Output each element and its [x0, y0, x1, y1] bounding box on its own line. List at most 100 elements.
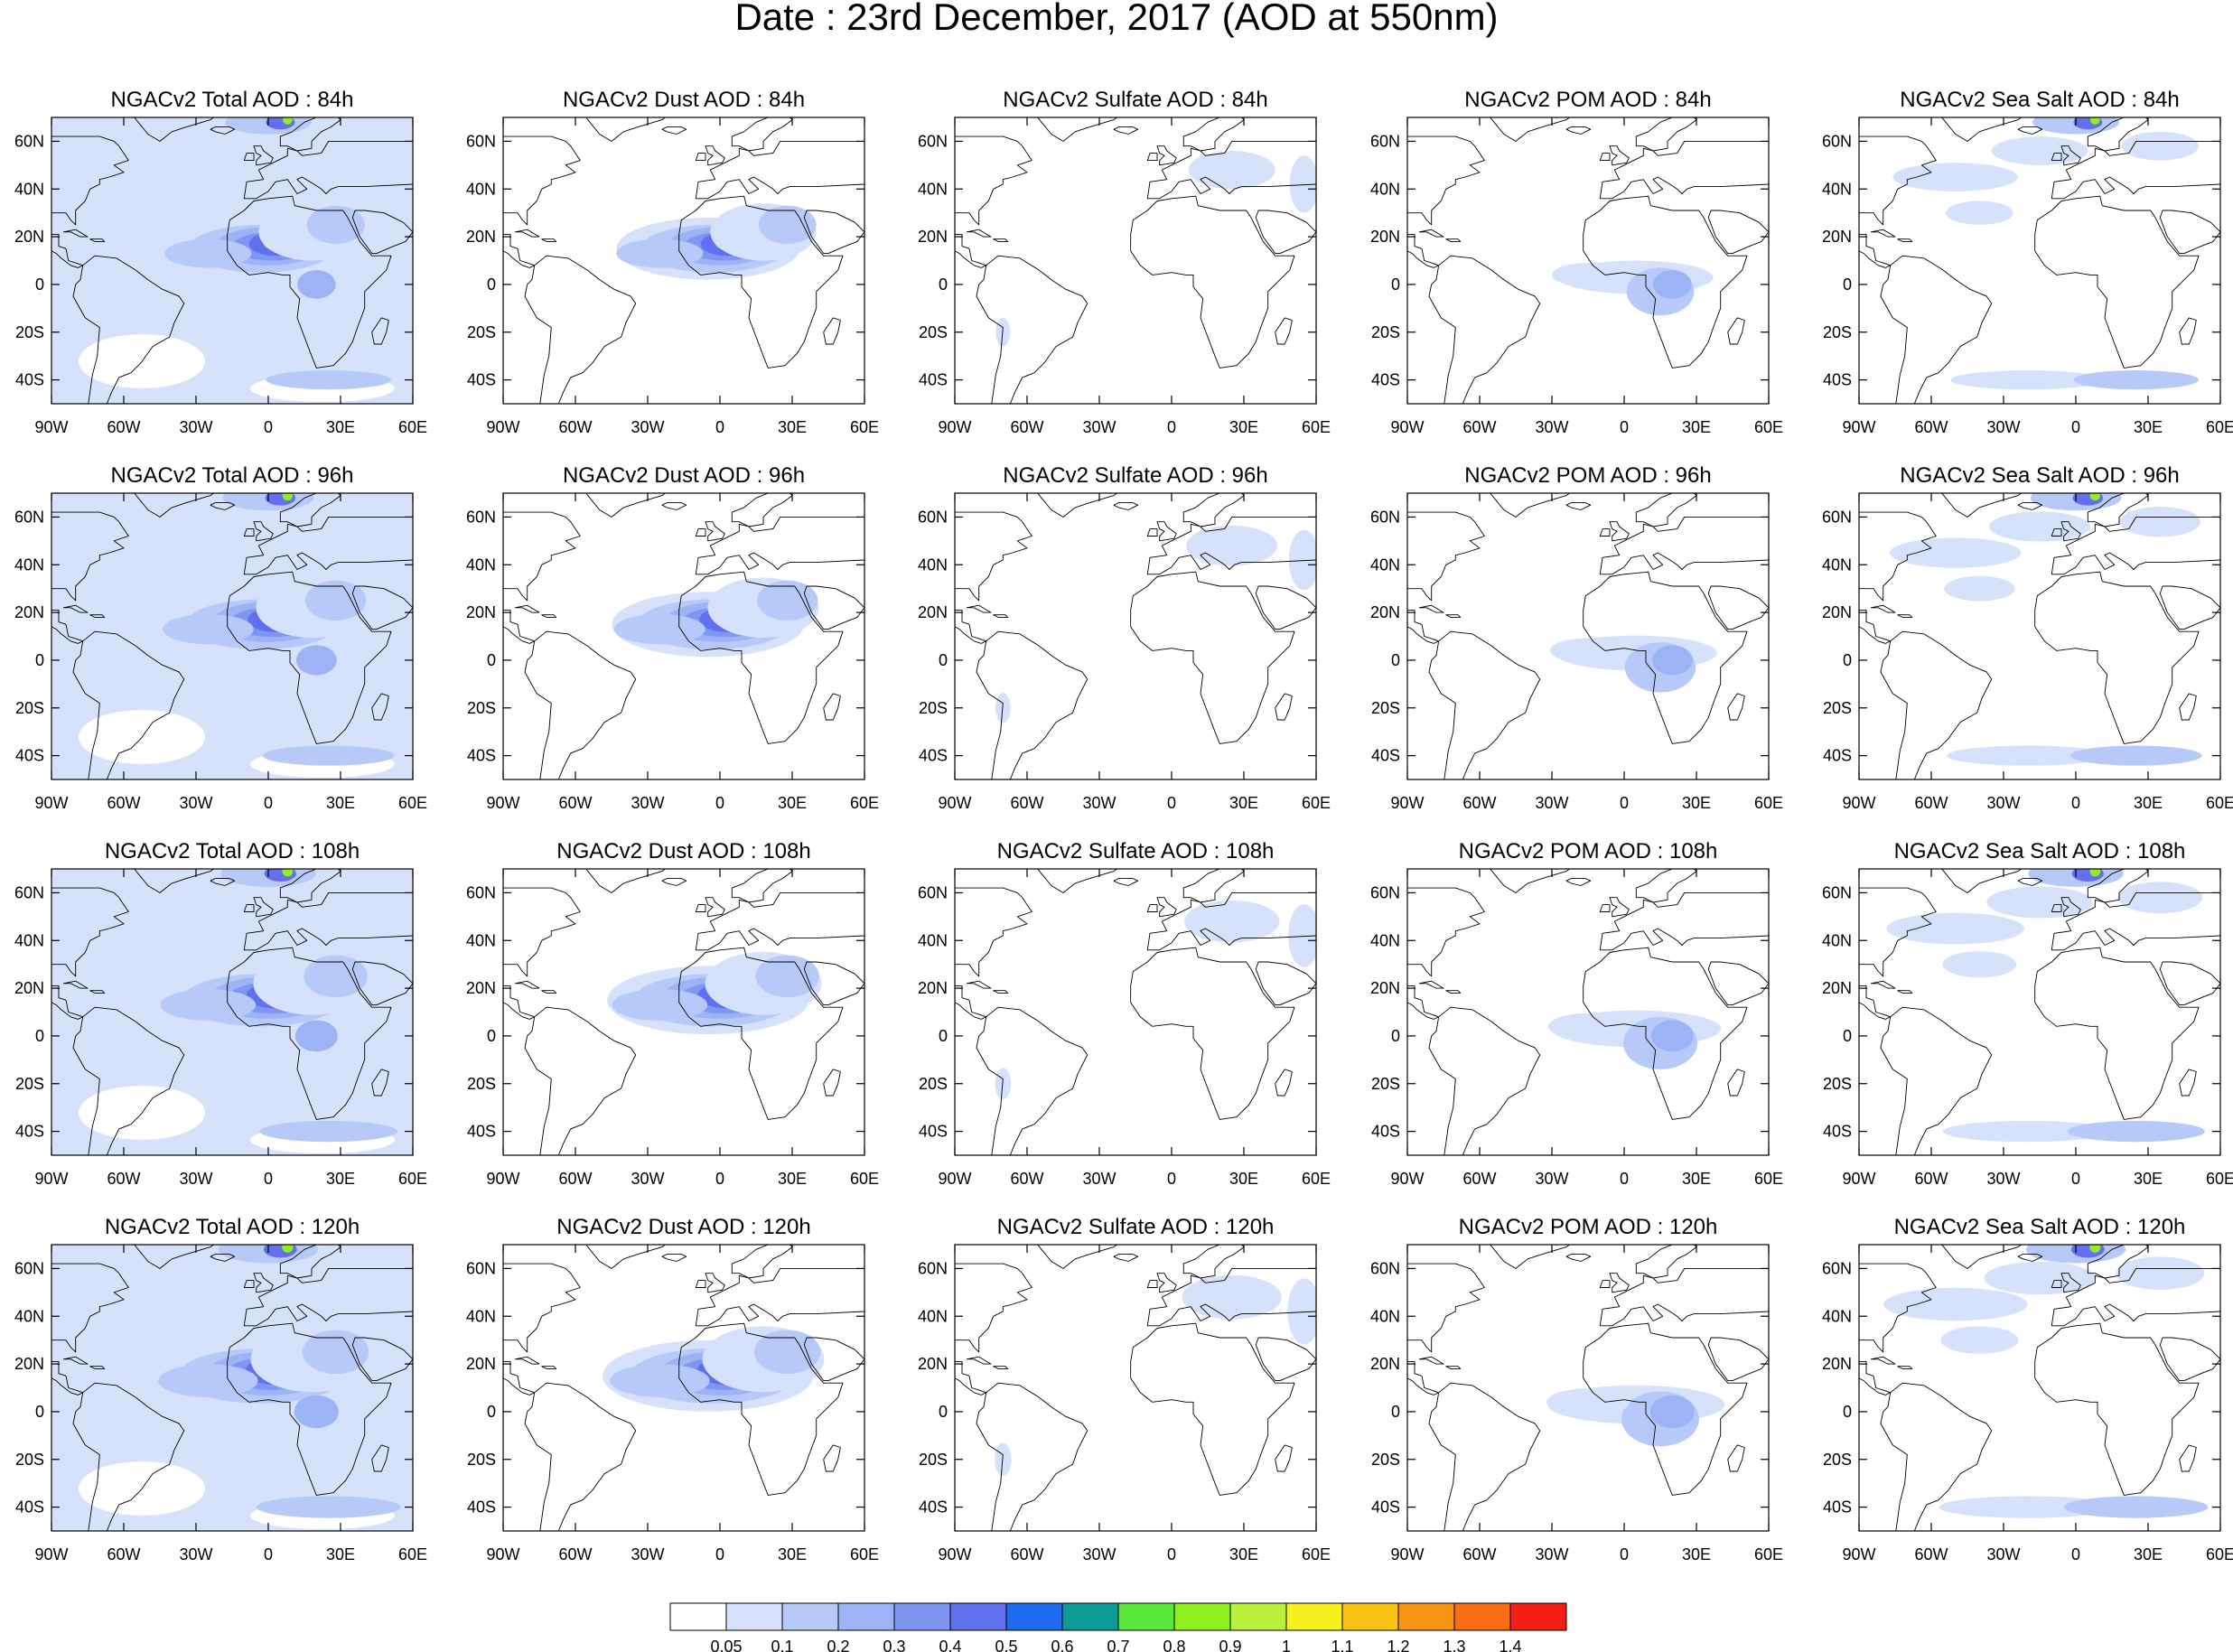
coastline: [1870, 1356, 1896, 1365]
aerosol-field: [282, 493, 293, 501]
lon-tick-label: 60E: [850, 1170, 879, 1188]
lat-tick-label: 60N: [14, 883, 44, 901]
colorbar-label: 1.4: [1499, 1638, 1521, 1652]
lon-tick-label: 60W: [1914, 1170, 1948, 1188]
lat-tick-label: 60N: [918, 1259, 948, 1277]
lat-tick-label: 40S: [467, 371, 496, 389]
coastline: [2179, 1444, 2197, 1472]
coastline: [705, 145, 725, 166]
map-panel: NGACv2 Dust AOD : 84h 90W 60W 30W 0 30E 60E 60N…: [466, 88, 879, 436]
coastline: [1130, 571, 1295, 744]
coastline: [227, 947, 392, 1120]
coastline: [1583, 571, 1748, 744]
aerosol-field: [282, 1245, 294, 1253]
lat-tick-label: 60N: [1370, 883, 1400, 901]
coastline: [731, 869, 793, 903]
coastline: [62, 604, 89, 613]
lon-tick-label: 30E: [2134, 794, 2163, 812]
lon-tick-label: 60W: [558, 1170, 592, 1188]
coastline: [1037, 1245, 1118, 1269]
lon-tick-label: 60W: [1010, 1545, 1043, 1563]
aerosol-field: [2116, 1256, 2205, 1290]
lat-tick-label: 40S: [1823, 371, 1852, 389]
coastline: [966, 229, 992, 238]
coastline: [72, 630, 185, 779]
coastline: [2051, 904, 2062, 912]
coastline: [253, 1273, 274, 1293]
coastline: [1859, 887, 1937, 977]
coastline: [89, 238, 106, 242]
panel-title: NGACv2 Sea Salt AOD : 120h: [1894, 1215, 2186, 1239]
coastline: [966, 604, 992, 613]
lat-tick-label: 40S: [467, 747, 496, 765]
coastline: [62, 229, 89, 238]
coastline: [243, 1280, 255, 1288]
aerosol-field: [256, 1496, 401, 1518]
aerosol-field: [160, 989, 257, 1022]
coastline: [661, 1254, 687, 1262]
lon-tick-label: 30W: [179, 418, 212, 436]
coastline: [993, 990, 1009, 994]
coastline: [803, 585, 864, 630]
lon-tick-label: 90W: [486, 794, 519, 812]
coastline: [1275, 1069, 1293, 1097]
aerosol-field: [282, 869, 294, 877]
lon-tick-label: 60E: [398, 1545, 427, 1563]
colorbar-label: 1: [1282, 1638, 1291, 1652]
coastline: [371, 317, 389, 345]
lon-tick-label: 90W: [1842, 1545, 1875, 1563]
colorbar-label: 0.8: [1163, 1638, 1185, 1652]
aerosol-field: [304, 955, 368, 998]
coastline: [243, 140, 413, 200]
map-panel: NGACv2 Sea Salt AOD : 96h 90W 60W 30W 0 30E 60…: [1822, 463, 2233, 812]
lat-tick-label: 0: [1391, 1027, 1400, 1045]
map-panel: NGACv2 Sea Salt AOD : 120h 90W 60W 30W 0 30E 6…: [1822, 1215, 2233, 1563]
coastline: [2017, 878, 2043, 886]
coastline: [731, 493, 793, 527]
aerosol-field: [295, 645, 337, 676]
map-frame: [1858, 492, 2221, 780]
lon-tick-label: 30W: [1535, 1545, 1568, 1563]
coastline: [2179, 1069, 2197, 1097]
colorbar-label: 0.7: [1107, 1638, 1129, 1652]
lon-tick-label: 60E: [1754, 418, 1783, 436]
coastline: [1870, 604, 1896, 613]
coastline: [279, 117, 341, 152]
lon-tick-label: 0: [1167, 1170, 1176, 1188]
aerosol-field: [1889, 537, 2022, 568]
lon-tick-label: 0: [715, 418, 724, 436]
lat-tick-label: 40S: [15, 747, 44, 765]
lon-tick-label: 60W: [107, 794, 140, 812]
colorbar-swatch: [1453, 1602, 1511, 1631]
lat-tick-label: 0: [1391, 1403, 1400, 1421]
coastline: [1599, 904, 1611, 912]
lat-tick-label: 40N: [1822, 931, 1852, 949]
coastline: [1146, 904, 1158, 912]
coastline: [661, 878, 687, 886]
lon-tick-label: 60W: [1914, 418, 1948, 436]
map-frame: [1858, 868, 2221, 1156]
coastline: [1113, 502, 1139, 510]
lat-tick-label: 60N: [918, 508, 948, 526]
colorbar-swatch: [949, 1602, 1007, 1631]
lat-tick-label: 0: [487, 1027, 496, 1045]
lon-tick-label: 30W: [179, 1545, 212, 1563]
lat-tick-label: 20N: [918, 979, 948, 997]
coastline: [2159, 210, 2220, 255]
lat-tick-label: 20N: [14, 603, 44, 621]
colorbar-swatch: [1061, 1602, 1119, 1631]
aerosol-field: [1942, 951, 2017, 978]
lat-tick-label: 40N: [918, 180, 948, 198]
lat-tick-label: 20N: [466, 1355, 496, 1373]
coastline: [1182, 869, 1245, 903]
aerosol-field: [1946, 201, 2013, 225]
panel-title: NGACv2 Sulfate AOD : 120h: [997, 1215, 1275, 1239]
coastline: [1880, 630, 1993, 779]
lon-tick-label: 60W: [1914, 1545, 1948, 1563]
coastline: [585, 117, 667, 142]
coastline: [1037, 869, 1118, 893]
coastline: [1130, 947, 1295, 1120]
coastline: [279, 1245, 341, 1279]
lon-tick-label: 90W: [938, 418, 971, 436]
coastline: [2060, 521, 2081, 542]
